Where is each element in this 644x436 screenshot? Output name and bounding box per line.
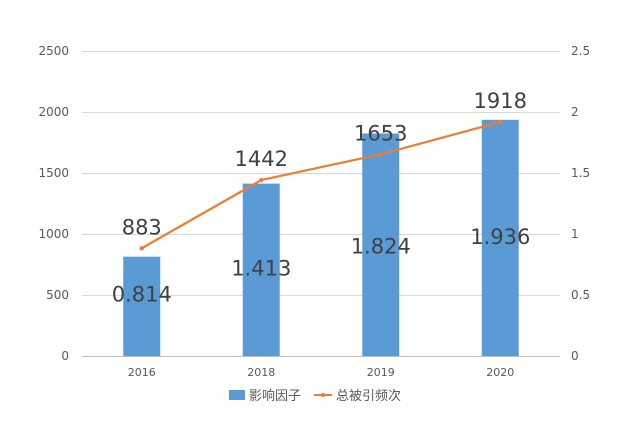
legend-label-bar: 影响因子 bbox=[249, 388, 301, 404]
left-tick-label: 0 bbox=[61, 349, 69, 363]
bar bbox=[242, 183, 280, 356]
legend-label-line: 总被引频次 bbox=[336, 388, 401, 404]
bar-data-label: 0.814 bbox=[112, 283, 172, 307]
right-tick-label: 1.5 bbox=[571, 166, 590, 180]
legend: 影响因子 总被引频次 bbox=[229, 388, 401, 404]
line-point bbox=[498, 119, 503, 125]
x-axis: 2016 2018 2019 2020 bbox=[128, 366, 515, 379]
category-tick-label: 2018 bbox=[247, 366, 275, 379]
bar-data-label: 1.936 bbox=[470, 225, 530, 249]
right-tick-label: 0.5 bbox=[571, 288, 590, 302]
bar-data-label: 1.413 bbox=[231, 257, 291, 281]
bar bbox=[362, 133, 400, 356]
line-data-label: 1442 bbox=[235, 147, 288, 171]
left-axis: 0 500 1000 1500 2000 2500 bbox=[38, 44, 69, 363]
legend-swatch-bar bbox=[229, 390, 245, 400]
right-axis: 0 0.5 1 1.5 2 2.5 bbox=[571, 44, 590, 363]
line-series bbox=[139, 119, 503, 251]
bar-data-label: 1.824 bbox=[351, 234, 411, 258]
category-tick-label: 2020 bbox=[486, 366, 514, 379]
right-tick-label: 2 bbox=[571, 105, 579, 119]
left-tick-label: 2000 bbox=[38, 105, 69, 119]
data-labels: 883 1442 1653 1918 0.814 1.413 1.824 1.936 bbox=[112, 89, 531, 307]
left-tick-label: 1000 bbox=[38, 227, 69, 241]
gridlines bbox=[82, 51, 560, 357]
line-point bbox=[139, 246, 144, 251]
category-tick-label: 2016 bbox=[128, 366, 156, 379]
bar bbox=[481, 119, 519, 356]
right-tick-label: 1 bbox=[571, 227, 579, 241]
right-tick-label: 2.5 bbox=[571, 44, 590, 58]
left-tick-label: 2500 bbox=[38, 44, 69, 58]
line-point bbox=[378, 152, 383, 157]
series-line bbox=[141, 120, 501, 250]
line-data-label: 1918 bbox=[474, 89, 527, 113]
line-data-label: 883 bbox=[122, 215, 162, 239]
right-tick-label: 0 bbox=[571, 349, 579, 363]
line-data-label: 1653 bbox=[354, 121, 407, 145]
left-tick-label: 1500 bbox=[38, 166, 69, 180]
bar-series bbox=[123, 119, 519, 356]
category-tick-label: 2019 bbox=[367, 366, 395, 379]
left-tick-label: 500 bbox=[46, 288, 69, 302]
legend-swatch-point bbox=[321, 393, 325, 397]
line-point bbox=[259, 177, 264, 183]
bar bbox=[123, 256, 161, 356]
